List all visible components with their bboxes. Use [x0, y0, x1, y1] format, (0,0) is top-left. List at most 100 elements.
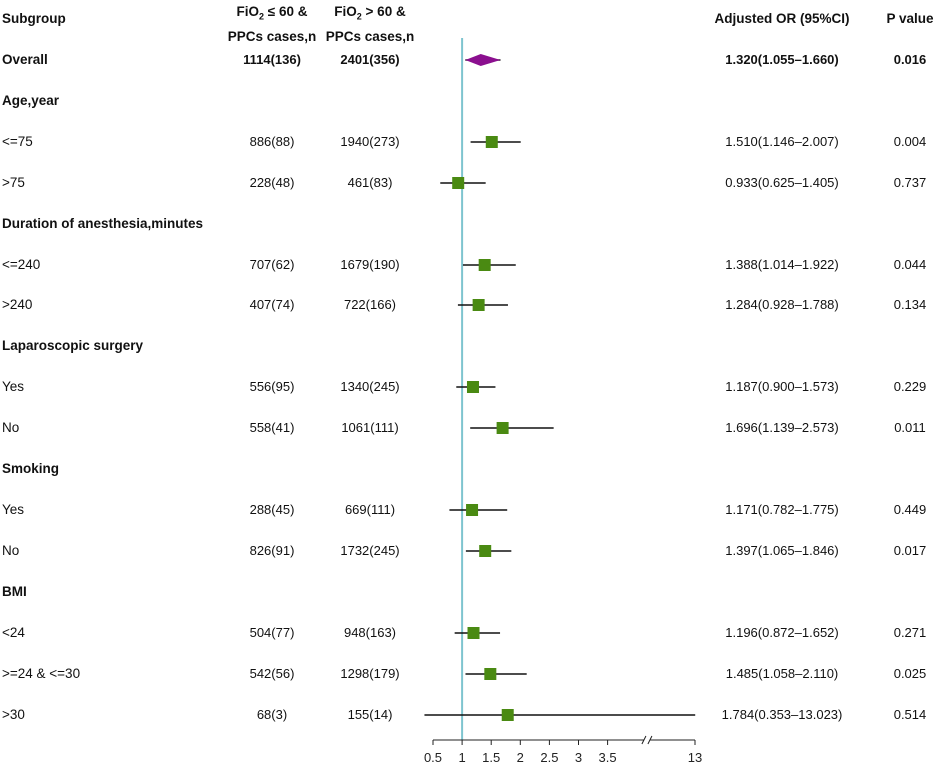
row-n2: 1732(245) — [340, 543, 400, 558]
point-estimate-square — [472, 299, 485, 311]
row-label: >240 — [2, 297, 33, 312]
row-n1: 826(91) — [249, 543, 295, 558]
axis-break-gap — [643, 736, 650, 744]
row-n1: 886(88) — [249, 134, 295, 149]
row-p-value: 0.044 — [893, 257, 927, 272]
col1-header-sub: 2 — [259, 11, 265, 22]
point-estimate-square — [466, 504, 479, 516]
row-n1: 558(41) — [249, 420, 295, 435]
x-tick-label: 1 — [458, 750, 465, 765]
row-or-text: 1.284(0.928–1.788) — [725, 297, 839, 312]
col2-header-sub: 2 — [356, 11, 362, 22]
point-estimate-square — [452, 177, 465, 189]
x-tick-label: 3.5 — [599, 750, 617, 765]
section-label: BMI — [2, 584, 27, 599]
row-label: >75 — [2, 175, 25, 190]
row-label: Yes — [2, 379, 25, 394]
row-label: >30 — [2, 707, 25, 722]
row-n1: 1114(136) — [243, 52, 301, 67]
axis-break-mark — [641, 735, 647, 745]
row-label: <=240 — [2, 257, 41, 272]
row-label: No — [2, 420, 20, 435]
point-estimate-square — [485, 136, 498, 148]
row-label: >=24 & <=30 — [2, 666, 81, 681]
row-n1: 542(56) — [249, 666, 295, 681]
row-n2: 1679(190) — [340, 257, 400, 272]
row-p-value: 0.017 — [893, 543, 927, 558]
col1-header-post: ≤ 60 & — [264, 4, 308, 19]
x-tick-label: 2.5 — [540, 750, 558, 765]
row-n2: 1940(273) — [340, 134, 400, 149]
column-header-fio2-gt-60: FiO2 > 60 & PPCs cases,n — [310, 2, 430, 46]
row-or-text: 1.696(1.139–2.573) — [725, 420, 839, 435]
row-n1: 556(95) — [249, 379, 295, 394]
row-or-text: 1.187(0.900–1.573) — [725, 379, 839, 394]
point-estimate-square — [496, 422, 509, 434]
section-label: Laparoscopic surgery — [2, 338, 144, 353]
col2-header-pre: FiO — [334, 4, 357, 19]
axis-break-mark — [647, 735, 653, 745]
row-n2: 461(83) — [347, 175, 393, 190]
subgroup-header: Subgroup — [2, 11, 66, 26]
row-or-text: 1.388(1.014–1.922) — [725, 257, 839, 272]
row-n1: 707(62) — [249, 257, 295, 272]
row-p-value: 0.016 — [893, 52, 927, 67]
row-p-value: 0.004 — [893, 134, 927, 149]
row-n1: 228(48) — [249, 175, 295, 190]
overall-diamond — [465, 54, 501, 66]
row-or-text: 0.933(0.625–1.405) — [725, 175, 839, 190]
row-n2: 1340(245) — [340, 379, 400, 394]
row-or-text: 1.196(0.872–1.652) — [725, 625, 839, 640]
col2-header-line2: PPCs cases,n — [325, 28, 415, 44]
row-n2: 948(163) — [343, 625, 397, 640]
row-or-text: 1.510(1.146–2.007) — [725, 134, 839, 149]
x-tick-label: 3 — [575, 750, 582, 765]
row-label: Yes — [2, 502, 25, 517]
row-n2: 669(111) — [344, 502, 396, 517]
point-estimate-square — [484, 668, 497, 680]
row-n2: 2401(356) — [340, 52, 400, 67]
x-tick-label: 13 — [688, 750, 702, 765]
row-p-value: 0.271 — [893, 625, 927, 640]
row-n2: 155(14) — [347, 707, 393, 722]
column-header-fio2-le-60: FiO2 ≤ 60 & PPCs cases,n — [212, 2, 332, 46]
row-label: Overall — [2, 52, 48, 67]
row-n2: 722(166) — [343, 297, 397, 312]
point-estimate-square — [478, 259, 491, 271]
row-p-value: 0.011 — [894, 420, 926, 435]
point-estimate-square — [466, 381, 479, 393]
x-tick-label: 1.5 — [482, 750, 500, 765]
row-or-text: 1.171(0.782–1.775) — [725, 502, 839, 517]
row-p-value: 0.514 — [893, 707, 927, 722]
row-n2: 1298(179) — [340, 666, 400, 681]
row-p-value: 0.737 — [893, 175, 927, 190]
x-tick-label: 2 — [517, 750, 524, 765]
section-label: Smoking — [2, 461, 60, 476]
row-p-value: 0.134 — [893, 297, 927, 312]
row-or-text: 1.485(1.058–2.110) — [725, 666, 839, 681]
row-n1: 288(45) — [249, 502, 295, 517]
row-p-value: 0.449 — [893, 502, 927, 517]
p-value-header: P value — [886, 11, 934, 26]
point-estimate-square — [501, 709, 514, 721]
x-tick-label: 0.5 — [424, 750, 442, 765]
row-n2: 1061(111) — [341, 420, 399, 435]
row-label: <24 — [2, 625, 25, 640]
row-label: No — [2, 543, 20, 558]
or-header: Adjusted OR (95%CI) — [714, 11, 850, 26]
col1-header-line2: PPCs cases,n — [227, 28, 317, 44]
row-or-text: 1.320(1.055–1.660) — [725, 52, 839, 67]
row-or-text: 1.784(0.353–13.023) — [721, 707, 843, 722]
row-label: <=75 — [2, 134, 33, 149]
section-label: Age,year — [2, 93, 60, 108]
point-estimate-square — [479, 545, 492, 557]
row-p-value: 0.229 — [893, 379, 927, 394]
row-n1: 68(3) — [256, 707, 288, 722]
row-p-value: 0.025 — [893, 666, 927, 681]
row-n1: 407(74) — [249, 297, 295, 312]
row-or-text: 1.397(1.065–1.846) — [725, 543, 839, 558]
col2-header-post: > 60 & — [361, 4, 406, 19]
col1-header-pre: FiO — [236, 4, 260, 19]
point-estimate-square — [467, 627, 480, 639]
